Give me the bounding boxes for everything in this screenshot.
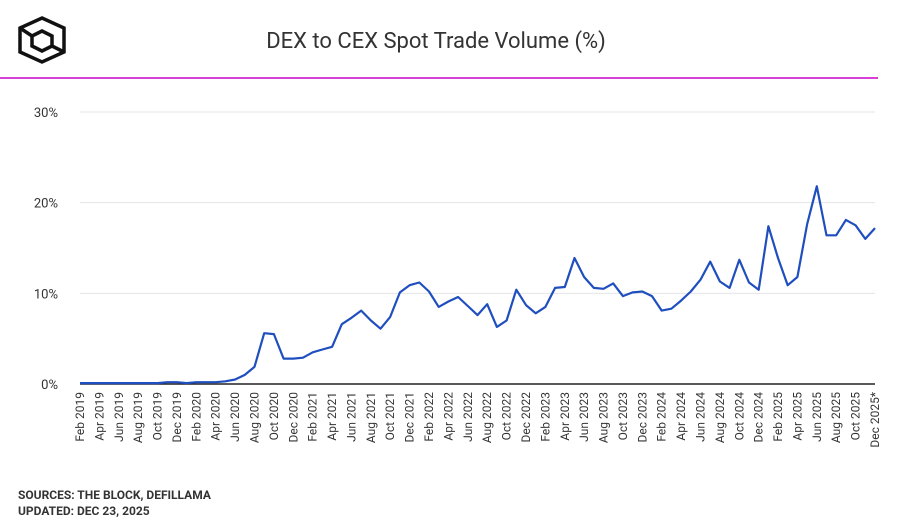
x-tick-label: Aug 2022: [480, 392, 494, 443]
x-tick-label: Jun 2020: [228, 392, 242, 442]
x-tick-label: Feb 2023: [538, 392, 552, 442]
x-tick-label: Jun 2021: [344, 392, 358, 442]
sources: SOURCES: THE BLOCK, DEFILLAMA: [18, 488, 212, 502]
x-tick-label: Dec 2019: [170, 392, 184, 442]
x-tick-label: Oct 2020: [267, 392, 281, 441]
x-tick-label: Oct 2019: [151, 392, 165, 440]
logo: [18, 16, 66, 64]
x-tick-label: Dec 2024: [752, 392, 766, 443]
x-tick-label: Apr 2024: [674, 392, 688, 441]
x-tick-label: Feb 2025: [771, 392, 785, 442]
x-tick-label: Feb 2021: [306, 392, 320, 442]
updated: UPDATED: DEC 23, 2025: [18, 504, 150, 518]
x-tick-label: Dec 2021: [403, 392, 417, 442]
x-tick-label: Jun 2025: [810, 392, 824, 442]
x-tick-label: Feb 2020: [189, 392, 203, 442]
x-tick-label: Aug 2021: [364, 392, 378, 443]
y-tick-label: 20%: [34, 197, 58, 212]
x-tick-label: Dec 2020: [286, 392, 300, 443]
x-tick-label: Jun 2023: [577, 392, 591, 442]
x-tick-label: Aug 2023: [597, 392, 611, 443]
x-tick-label: Apr 2021: [325, 392, 339, 441]
x-tick-label: Aug 2025: [829, 392, 843, 443]
y-tick-label: 30%: [34, 106, 58, 121]
x-tick-label: Apr 2022: [441, 392, 455, 441]
x-tick-label: Dec 2022: [519, 392, 533, 443]
x-tick-label: Jun 2019: [112, 392, 126, 442]
x-tick-label: Aug 2024: [713, 392, 727, 443]
x-tick-label: Feb 2019: [73, 392, 87, 442]
series-line: [80, 185, 876, 385]
x-tick-label: Jun 2024: [693, 392, 707, 442]
x-tick-label: Apr 2023: [558, 392, 572, 441]
chart-title: DEX to CEX Spot Trade Volume (%): [266, 29, 606, 54]
y-tick-label: 0%: [41, 378, 58, 393]
x-tick-label: Apr 2020: [209, 392, 223, 441]
x-tick-label: Jun 2022: [461, 392, 475, 442]
x-tick-label: Aug 2020: [248, 392, 262, 443]
x-tick-label: Oct 2021: [383, 392, 397, 440]
x-tick-label: Apr 2025: [790, 392, 804, 441]
x-tick-label: Dec 2025*: [868, 392, 882, 448]
x-tick-label: Aug 2019: [131, 392, 145, 443]
x-tick-label: Oct 2024: [732, 392, 746, 441]
x-tick-label: Oct 2022: [500, 392, 514, 441]
y-tick-label: 10%: [34, 287, 58, 302]
x-tick-label: Dec 2023: [635, 392, 649, 442]
x-tick-label: Feb 2022: [422, 392, 436, 442]
x-tick-label: Oct 2025: [849, 392, 863, 441]
x-tick-label: Apr 2019: [92, 392, 106, 441]
x-tick-label: Oct 2023: [616, 392, 630, 440]
x-tick-label: Feb 2024: [655, 392, 669, 442]
